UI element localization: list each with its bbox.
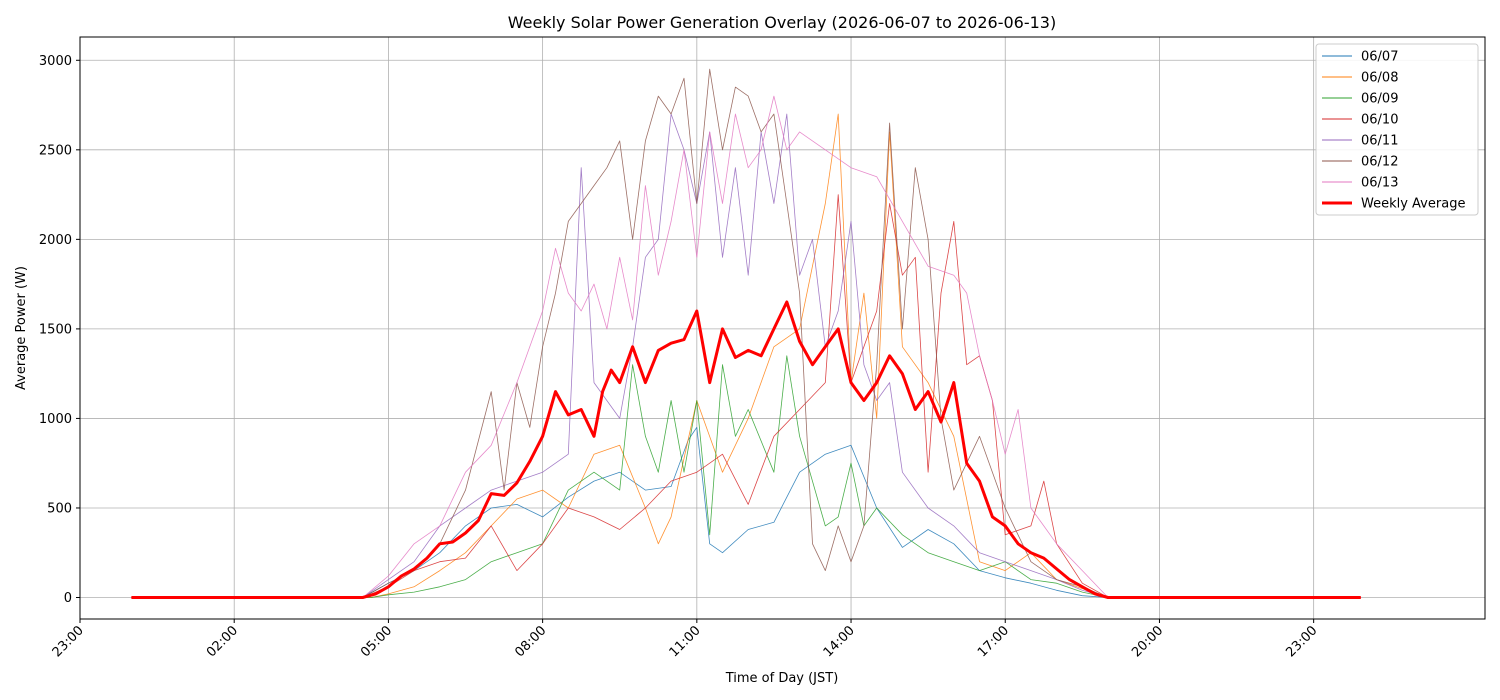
series-line-06-09: [131, 355, 1361, 598]
y-axis-ticks: 0 500 1000 1500 2000 2500 3000: [39, 54, 80, 606]
legend-label: 06/10: [1361, 113, 1398, 128]
series-line-06-08: [131, 113, 1361, 598]
legend-label: 06/09: [1361, 92, 1398, 107]
legend-label: Weekly Average: [1361, 197, 1465, 212]
y-tick-label: 1000: [39, 412, 72, 427]
series-lines: [131, 68, 1361, 599]
y-tick-label: 1500: [39, 322, 72, 337]
x-axis-label: Time of Day (JST): [725, 671, 839, 686]
y-axis-label: Average Power (W): [14, 266, 29, 390]
legend-label: 06/12: [1361, 155, 1398, 170]
y-tick-label: 3000: [39, 54, 72, 69]
y-tick-label: 500: [47, 501, 72, 516]
series-line-weekly-average: [131, 300, 1361, 599]
series-line-06-07: [131, 426, 1361, 598]
series-line-06-13: [131, 95, 1361, 598]
series-line-06-12: [131, 68, 1361, 598]
y-tick-label: 0: [64, 591, 72, 606]
y-tick-label: 2500: [39, 143, 72, 158]
legend: 06/07 06/08 06/09 06/10 06/11 06/12 06/13 Weekl…: [1315, 43, 1479, 216]
legend-label: 06/07: [1361, 50, 1398, 65]
series-line-06-10: [131, 194, 1361, 598]
series-line-06-11: [131, 113, 1361, 598]
legend-box: [1315, 43, 1479, 216]
legend-label: 06/11: [1361, 134, 1398, 149]
chart-title: Weekly Solar Power Generation Overlay (2…: [508, 13, 1056, 32]
legend-label: 06/08: [1361, 71, 1398, 86]
plot-frame: [79, 36, 1486, 620]
legend-label: 06/13: [1361, 176, 1398, 191]
y-tick-label: 2000: [39, 233, 72, 248]
